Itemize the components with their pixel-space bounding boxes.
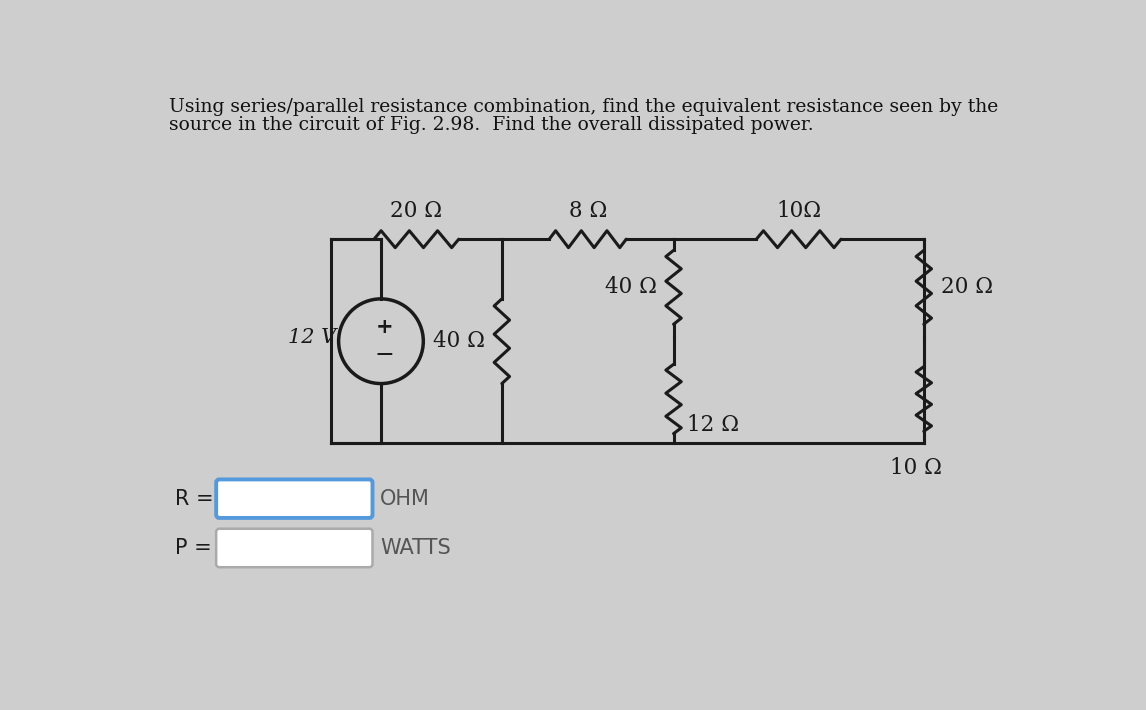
- Text: 20 Ω: 20 Ω: [941, 276, 992, 298]
- Text: 40 Ω: 40 Ω: [605, 276, 657, 298]
- Text: P =: P =: [175, 538, 212, 558]
- Text: 10Ω: 10Ω: [776, 200, 822, 222]
- Text: Using series/parallel resistance combination, find the equivalent resistance see: Using series/parallel resistance combina…: [170, 98, 998, 116]
- FancyBboxPatch shape: [217, 479, 372, 518]
- Text: 10 Ω: 10 Ω: [890, 457, 942, 479]
- Text: OHM: OHM: [380, 488, 430, 508]
- Text: 20 Ω: 20 Ω: [391, 200, 442, 222]
- Text: +: +: [376, 317, 393, 337]
- FancyBboxPatch shape: [217, 529, 372, 567]
- Text: WATTS: WATTS: [380, 538, 450, 558]
- Text: source in the circuit of Fig. 2.98.  Find the overall dissipated power.: source in the circuit of Fig. 2.98. Find…: [170, 116, 814, 134]
- Text: −: −: [375, 343, 394, 367]
- Text: 8 Ω: 8 Ω: [568, 200, 607, 222]
- Text: R =: R =: [175, 488, 214, 508]
- Text: 12 Ω: 12 Ω: [688, 415, 739, 437]
- Text: 40 Ω: 40 Ω: [433, 330, 485, 352]
- Text: 12 V: 12 V: [288, 328, 336, 347]
